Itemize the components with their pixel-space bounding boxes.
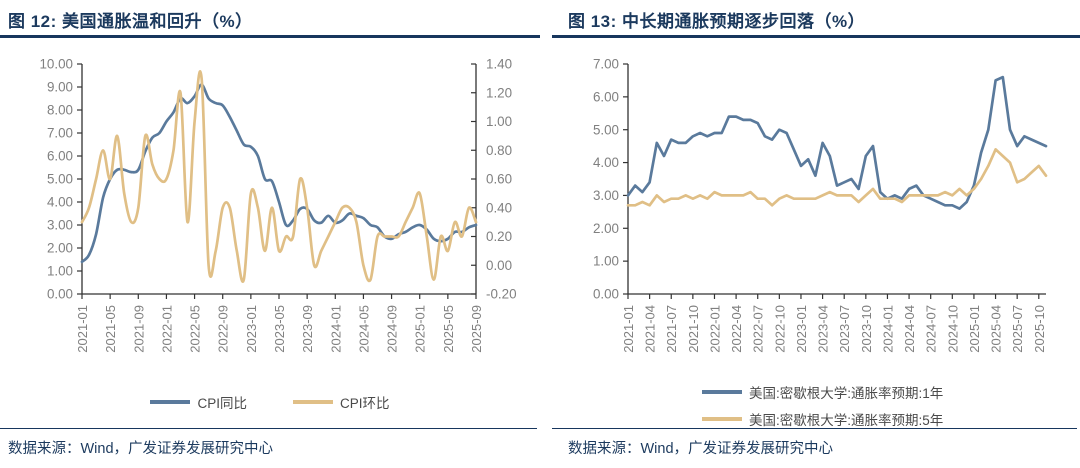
legend-item-umich-5y: 美国:密歇根大学:通胀率预期:5年 [702,409,943,429]
x-axis-label: 2022-01 [159,305,174,353]
y-axis-label: 8.00 [47,103,73,118]
y-axis-label: 5.00 [47,172,73,187]
line-swatch-tan [702,417,742,421]
x-axis-label: 2022-10 [772,305,787,353]
y-axis-label: 10.00 [39,57,73,72]
x-axis-label: 2021-01 [75,305,90,353]
x-axis-label: 2021-05 [103,305,118,353]
line-swatch-blue [702,390,742,394]
x-axis-label: 2021-09 [131,305,146,353]
x-axis-label: 2023-04 [816,305,831,353]
series-line-0 [626,75,1048,210]
figure-13-title: 图 13: 中长期通胀预期逐步回落（%） [552,0,1080,38]
x-axis-label: 2023-10 [859,305,874,353]
cpi-chart-canvas: 0.00 1.00 2.00 3.00 4.00 5.00 6.00 7.00 8.00 9.00… [39,57,517,353]
x-axis-label: 2022-09 [216,305,231,353]
expectations-chart-legend: 美国:密歇根大学:通胀率预期:1年 美国:密歇根大学:通胀率预期:5年 [552,382,1080,429]
legend-label-umich-5y: 美国:密歇根大学:通胀率预期:5年 [749,413,944,428]
x-axis-label: 2023-05 [272,305,287,353]
x-axis-label: 2023-01 [244,305,259,353]
figure-12-title: 图 12: 美国通胀温和回升（%） [0,0,540,38]
x-axis-label: 2024-10 [945,305,960,353]
x-axis-label: 2022-05 [188,305,203,353]
x-axis-label: 2021-07 [664,305,679,353]
x-axis-label: 2025-10 [1032,305,1047,353]
y2-axis-label: 1.00 [486,114,512,129]
x-axis-label: 2024-07 [924,305,939,353]
x-axis-label: 2023-09 [300,305,315,353]
y2-axis-label: 1.40 [486,57,512,72]
series-line-0 [80,83,478,264]
y2-axis-label: 1.20 [486,85,512,100]
line-swatch-blue [150,400,191,404]
x-axis-label: 2024-01 [328,305,343,353]
x-axis-label: 2024-05 [356,305,371,353]
x-axis-label: 2021-10 [686,305,701,353]
x-axis-label: 2022-04 [729,305,744,353]
x-axis-label: 2025-05 [441,305,456,353]
x-axis-label: 2024-01 [880,305,895,353]
x-axis-label: 2023-07 [837,305,852,353]
figure-13-source: 数据来源：Wind，广发证券发展研究中心 [552,428,1077,468]
y-axis-label: 1.00 [593,254,619,269]
x-axis-label: 2025-04 [989,305,1004,353]
legend-label-cpi-mom: CPI环比 [340,396,390,411]
legend-item-cpi-yoy: CPI同比 [150,392,247,412]
y-axis-label: 7.00 [593,57,619,72]
y2-axis-label: 0.80 [486,143,512,158]
y-axis-label: 0.00 [593,287,619,302]
y2-axis-label: 0.00 [486,258,512,273]
x-axis-label: 2023-01 [794,305,809,353]
y-axis-label: 5.00 [593,122,619,137]
x-axis-label: 2025-01 [967,305,982,353]
y-axis-label: 1.00 [47,264,73,279]
y-axis-label: 3.00 [47,218,73,233]
y-axis-label: 7.00 [47,126,73,141]
y-axis-label: 9.00 [47,80,73,95]
legend-label-cpi-yoy: CPI同比 [197,396,247,411]
y2-axis-label: 0.20 [486,229,512,244]
legend-label-umich-1y: 美国:密歇根大学:通胀率预期:1年 [749,386,944,401]
x-axis-label: 2024-04 [902,305,917,353]
legend-item-umich-1y: 美国:密歇根大学:通胀率预期:1年 [702,382,943,402]
y-axis-label: 2.00 [593,221,619,236]
legend-item-cpi-mom: CPI环比 [293,392,390,412]
y-axis-label: 3.00 [593,188,619,203]
x-axis-label: 2021-04 [643,305,658,353]
cpi-chart-legend: CPI同比 CPI环比 [0,392,540,412]
panel-figure-13: 图 13: 中长期通胀预期逐步回落（%） 0.00 1.00 2.00 3.00 4.0… [540,0,1080,468]
y-axis-label: 4.00 [593,155,619,170]
x-axis-label: 2022-07 [751,305,766,353]
x-axis-label: 2025-07 [1010,305,1025,353]
y2-axis-label: 0.60 [486,172,512,187]
x-axis-label: 2025-09 [469,305,484,353]
x-axis-label: 2022-01 [707,305,722,353]
y-axis-label: 4.00 [47,195,73,210]
series-line-1 [626,148,1048,207]
y2-axis-label: -0.20 [486,287,517,302]
y2-axis-label: 0.40 [486,200,512,215]
figure-12-source: 数据来源：Wind，广发证券发展研究中心 [0,428,537,468]
y-axis-label: 2.00 [47,241,73,256]
x-axis-label: 2024-09 [385,305,400,353]
x-axis-label: 2025-01 [413,305,428,353]
series-line-1 [80,70,478,283]
x-axis-label: 2021-01 [621,305,636,353]
line-swatch-tan [293,400,333,404]
y-axis-label: 0.00 [47,287,73,302]
y-axis-label: 6.00 [593,89,619,104]
panel-figure-12: 图 12: 美国通胀温和回升（%） 0.00 1.00 2.00 3.00 4.00 5.… [0,0,540,468]
expectations-chart-canvas: 0.00 1.00 2.00 3.00 4.00 5.00 6.00 7.00 2021-01 2… [593,57,1048,353]
y-axis-label: 6.00 [47,149,73,164]
